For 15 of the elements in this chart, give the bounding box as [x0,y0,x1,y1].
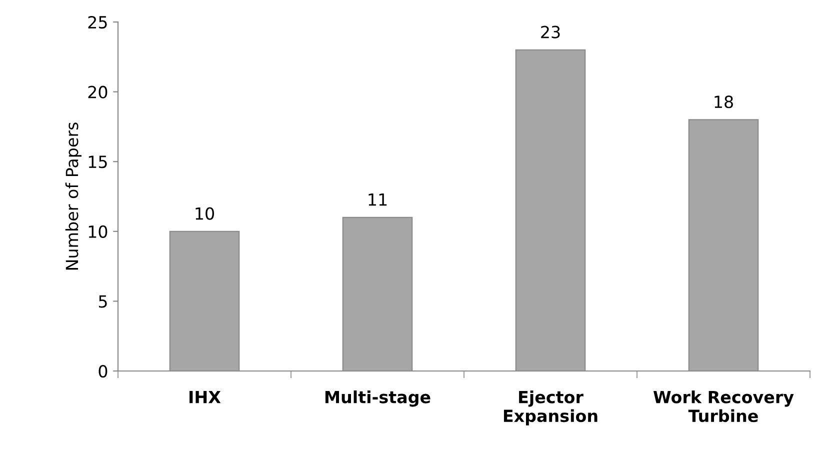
y-tick-label: 5 [98,295,107,308]
y-tick-label: 15 [88,156,107,168]
data-label: 11 [368,193,387,206]
data-label: 18 [714,96,733,108]
x-tick-label: Ejector Expansion [504,390,598,426]
data-label: 23 [541,26,560,38]
x-tick-label: Work Recovery Turbine [653,390,794,422]
y-tick-label: 25 [88,16,107,29]
x-tick-label: IHX [190,390,221,404]
y-tick-label: 0 [98,364,108,378]
y-tick-label: 10 [88,225,108,238]
data-label: 10 [196,207,214,220]
y-tick-label: 20 [88,86,108,98]
y-axis-title: Number of Papers [65,122,82,270]
x-tick-label: Multi-stage [325,390,430,407]
